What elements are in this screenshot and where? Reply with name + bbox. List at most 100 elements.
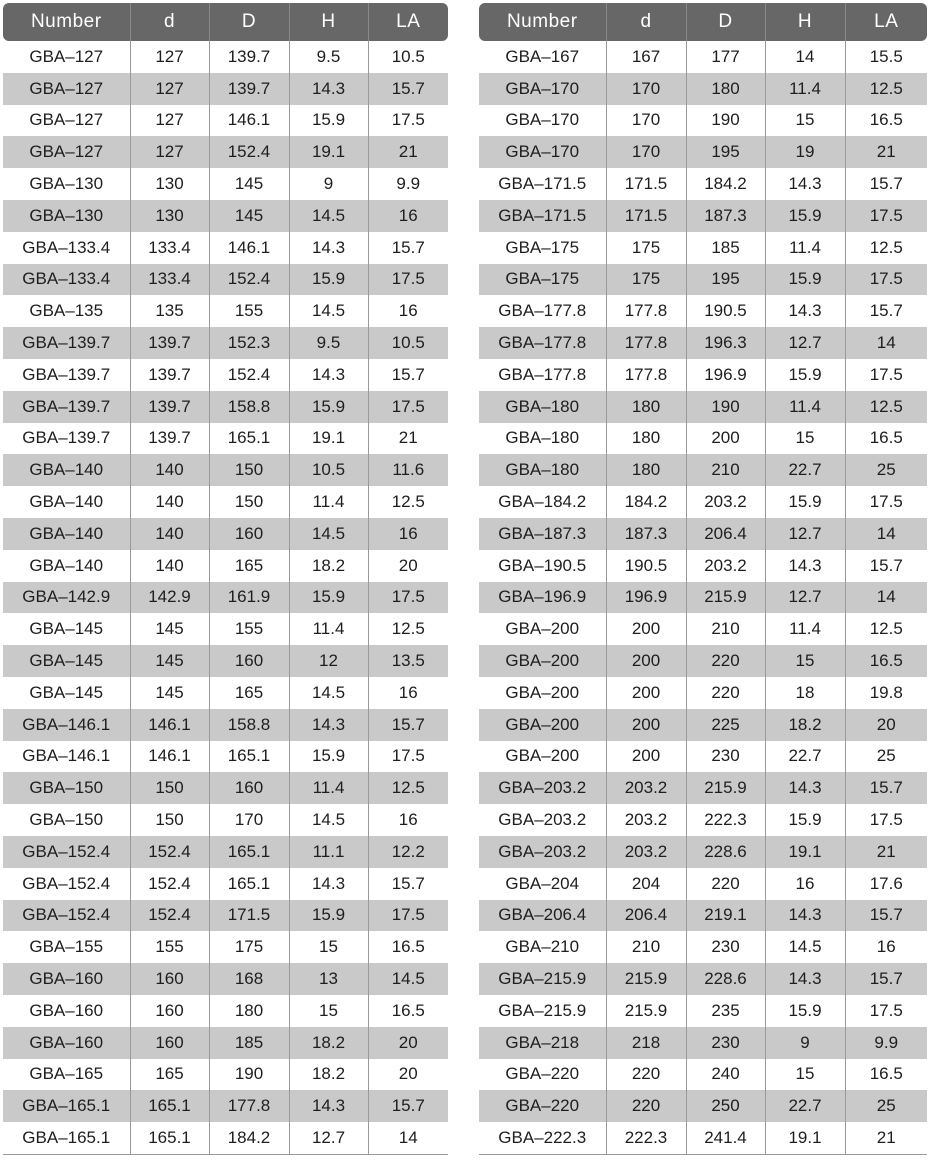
cell-number: GBA–155 xyxy=(29,937,104,957)
cell-LA: 14 xyxy=(367,1122,448,1155)
cell-D: 152.3 xyxy=(208,327,289,359)
cell-d: 150 xyxy=(129,804,209,836)
cell-LA: 12.5 xyxy=(367,486,448,518)
cell-D: 230 xyxy=(685,931,765,964)
cell-H: 12.7 xyxy=(764,517,845,550)
cell-number: GBA–127 xyxy=(29,46,104,66)
cell-H: 18.2 xyxy=(288,1058,368,1091)
cell-d: 165.1 xyxy=(129,1090,209,1123)
cell-LA: 12.5 xyxy=(844,390,927,423)
cell-d: 180 xyxy=(605,454,686,487)
table-row: GBA–133.4 133.4 146.1 14.3 15.7 xyxy=(3,231,448,264)
table-row: GBA–200 200 220 18 19.8 xyxy=(479,676,927,709)
cell-H: 15.9 xyxy=(288,390,368,423)
cell-H: 9.5 xyxy=(288,41,368,73)
cell-LA: 25 xyxy=(844,1090,927,1123)
cell-H: 15 xyxy=(764,104,845,137)
cell-number: GBA–130 xyxy=(29,174,104,194)
cell-H: 14.3 xyxy=(764,295,845,328)
cell-d: 215.9 xyxy=(605,994,686,1027)
cell-LA: 17.5 xyxy=(367,740,448,773)
cell-d: 142.9 xyxy=(129,581,209,614)
cell-D: 160 xyxy=(208,645,289,677)
cell-d: 135 xyxy=(129,295,209,328)
cell-LA: 12.5 xyxy=(367,772,448,805)
table-row: GBA–200 200 210 11.4 12.5 xyxy=(479,613,927,646)
cell-number: GBA–152.4 xyxy=(3,835,130,868)
cell-D: 200 xyxy=(685,422,765,455)
cell-LA: 16 xyxy=(844,931,927,964)
cell-d: 140 xyxy=(129,454,209,487)
cell-number: GBA–135 xyxy=(29,301,104,321)
table-row: GBA–200 200 230 22.7 25 xyxy=(479,740,927,773)
cell-H: 11.4 xyxy=(288,486,368,518)
cell-H: 19.1 xyxy=(288,422,368,455)
cell-LA: 15.7 xyxy=(367,358,448,391)
cell-number: GBA–180 xyxy=(505,428,580,448)
table-row: GBA–127 127 139.7 9.5 10.5 xyxy=(3,41,448,73)
cell-d: 180 xyxy=(605,390,686,423)
cell-LA: 16.5 xyxy=(844,422,927,455)
cell-H: 15.9 xyxy=(764,994,845,1027)
cell-number: GBA–133.4 xyxy=(22,237,111,257)
cell-number: GBA–210 xyxy=(505,937,580,957)
cell-D: 228.6 xyxy=(685,835,765,868)
header-d: d xyxy=(605,3,686,41)
cell-D: 180 xyxy=(208,994,289,1027)
cell-d: 215.9 xyxy=(605,963,686,995)
cell-d: 203.2 xyxy=(605,772,686,805)
table-row: GBA–220 220 240 15 16.5 xyxy=(479,1058,927,1091)
cell-H: 11.4 xyxy=(764,231,845,264)
table-row: GBA–146.1 146.1 158.8 14.3 15.7 xyxy=(3,708,448,741)
cell-d: 171.5 xyxy=(605,199,686,232)
cell-number: GBA–171.5 xyxy=(498,174,587,194)
cell-LA: 21 xyxy=(844,136,927,169)
cell-LA: 17.5 xyxy=(844,486,927,518)
cell-D: 235 xyxy=(685,994,765,1027)
cell-number: GBA–220 xyxy=(479,1090,606,1123)
cell-LA: 14 xyxy=(844,327,927,359)
cell-d: 200 xyxy=(605,740,686,773)
cell-D: 190 xyxy=(685,390,765,423)
cell-d: 130 xyxy=(129,199,209,232)
cell-LA: 21 xyxy=(844,1122,927,1155)
cell-H: 11.1 xyxy=(288,835,368,868)
header-row: Number d D H LA xyxy=(479,3,927,41)
cell-H: 22.7 xyxy=(764,1090,845,1123)
cell-LA: 16.5 xyxy=(367,994,448,1027)
header-row: Number d D H LA xyxy=(3,3,448,41)
cell-D: 150 xyxy=(208,486,289,518)
cell-LA: 17.5 xyxy=(844,994,927,1027)
cell-H: 14.5 xyxy=(288,804,368,836)
header-number: Number xyxy=(479,3,606,41)
cell-H: 15.9 xyxy=(764,358,845,391)
cell-LA: 19.8 xyxy=(844,676,927,709)
cell-D: 187.3 xyxy=(685,199,765,232)
cell-D: 219.1 xyxy=(685,899,765,932)
cell-number: GBA–150 xyxy=(3,772,130,805)
table-row: GBA–215.9 215.9 228.6 14.3 15.7 xyxy=(479,963,927,995)
table-row: GBA–150 150 170 14.5 16 xyxy=(3,804,448,836)
cell-H: 15 xyxy=(764,422,845,455)
cell-H: 13 xyxy=(288,963,368,995)
table-row: GBA–218 218 230 9 9.9 xyxy=(479,1026,927,1059)
table-row: GBA–152.4 152.4 165.1 11.1 12.2 xyxy=(3,835,448,868)
cell-d: 177.8 xyxy=(605,358,686,391)
cell-number: GBA–200 xyxy=(479,645,606,677)
cell-LA: 15.7 xyxy=(367,867,448,900)
cell-LA: 21 xyxy=(367,422,448,455)
cell-number: GBA–145 xyxy=(29,682,104,702)
table-row: GBA–139.7 139.7 165.1 19.1 21 xyxy=(3,422,448,455)
cell-LA: 14 xyxy=(844,517,927,550)
cell-D: 165.1 xyxy=(208,740,289,773)
cell-LA: 15.7 xyxy=(844,295,927,328)
cell-D: 152.4 xyxy=(208,358,289,391)
table-row: GBA–187.3 187.3 206.4 12.7 14 xyxy=(479,517,927,550)
cell-D: 165.1 xyxy=(208,867,289,900)
cell-number: GBA–222.3 xyxy=(479,1122,606,1155)
table-row: GBA–215.9 215.9 235 15.9 17.5 xyxy=(479,994,927,1027)
cell-D: 190.5 xyxy=(685,295,765,328)
cell-D: 168 xyxy=(208,963,289,995)
cell-D: 184.2 xyxy=(685,168,765,200)
cell-LA: 12.5 xyxy=(844,72,927,105)
